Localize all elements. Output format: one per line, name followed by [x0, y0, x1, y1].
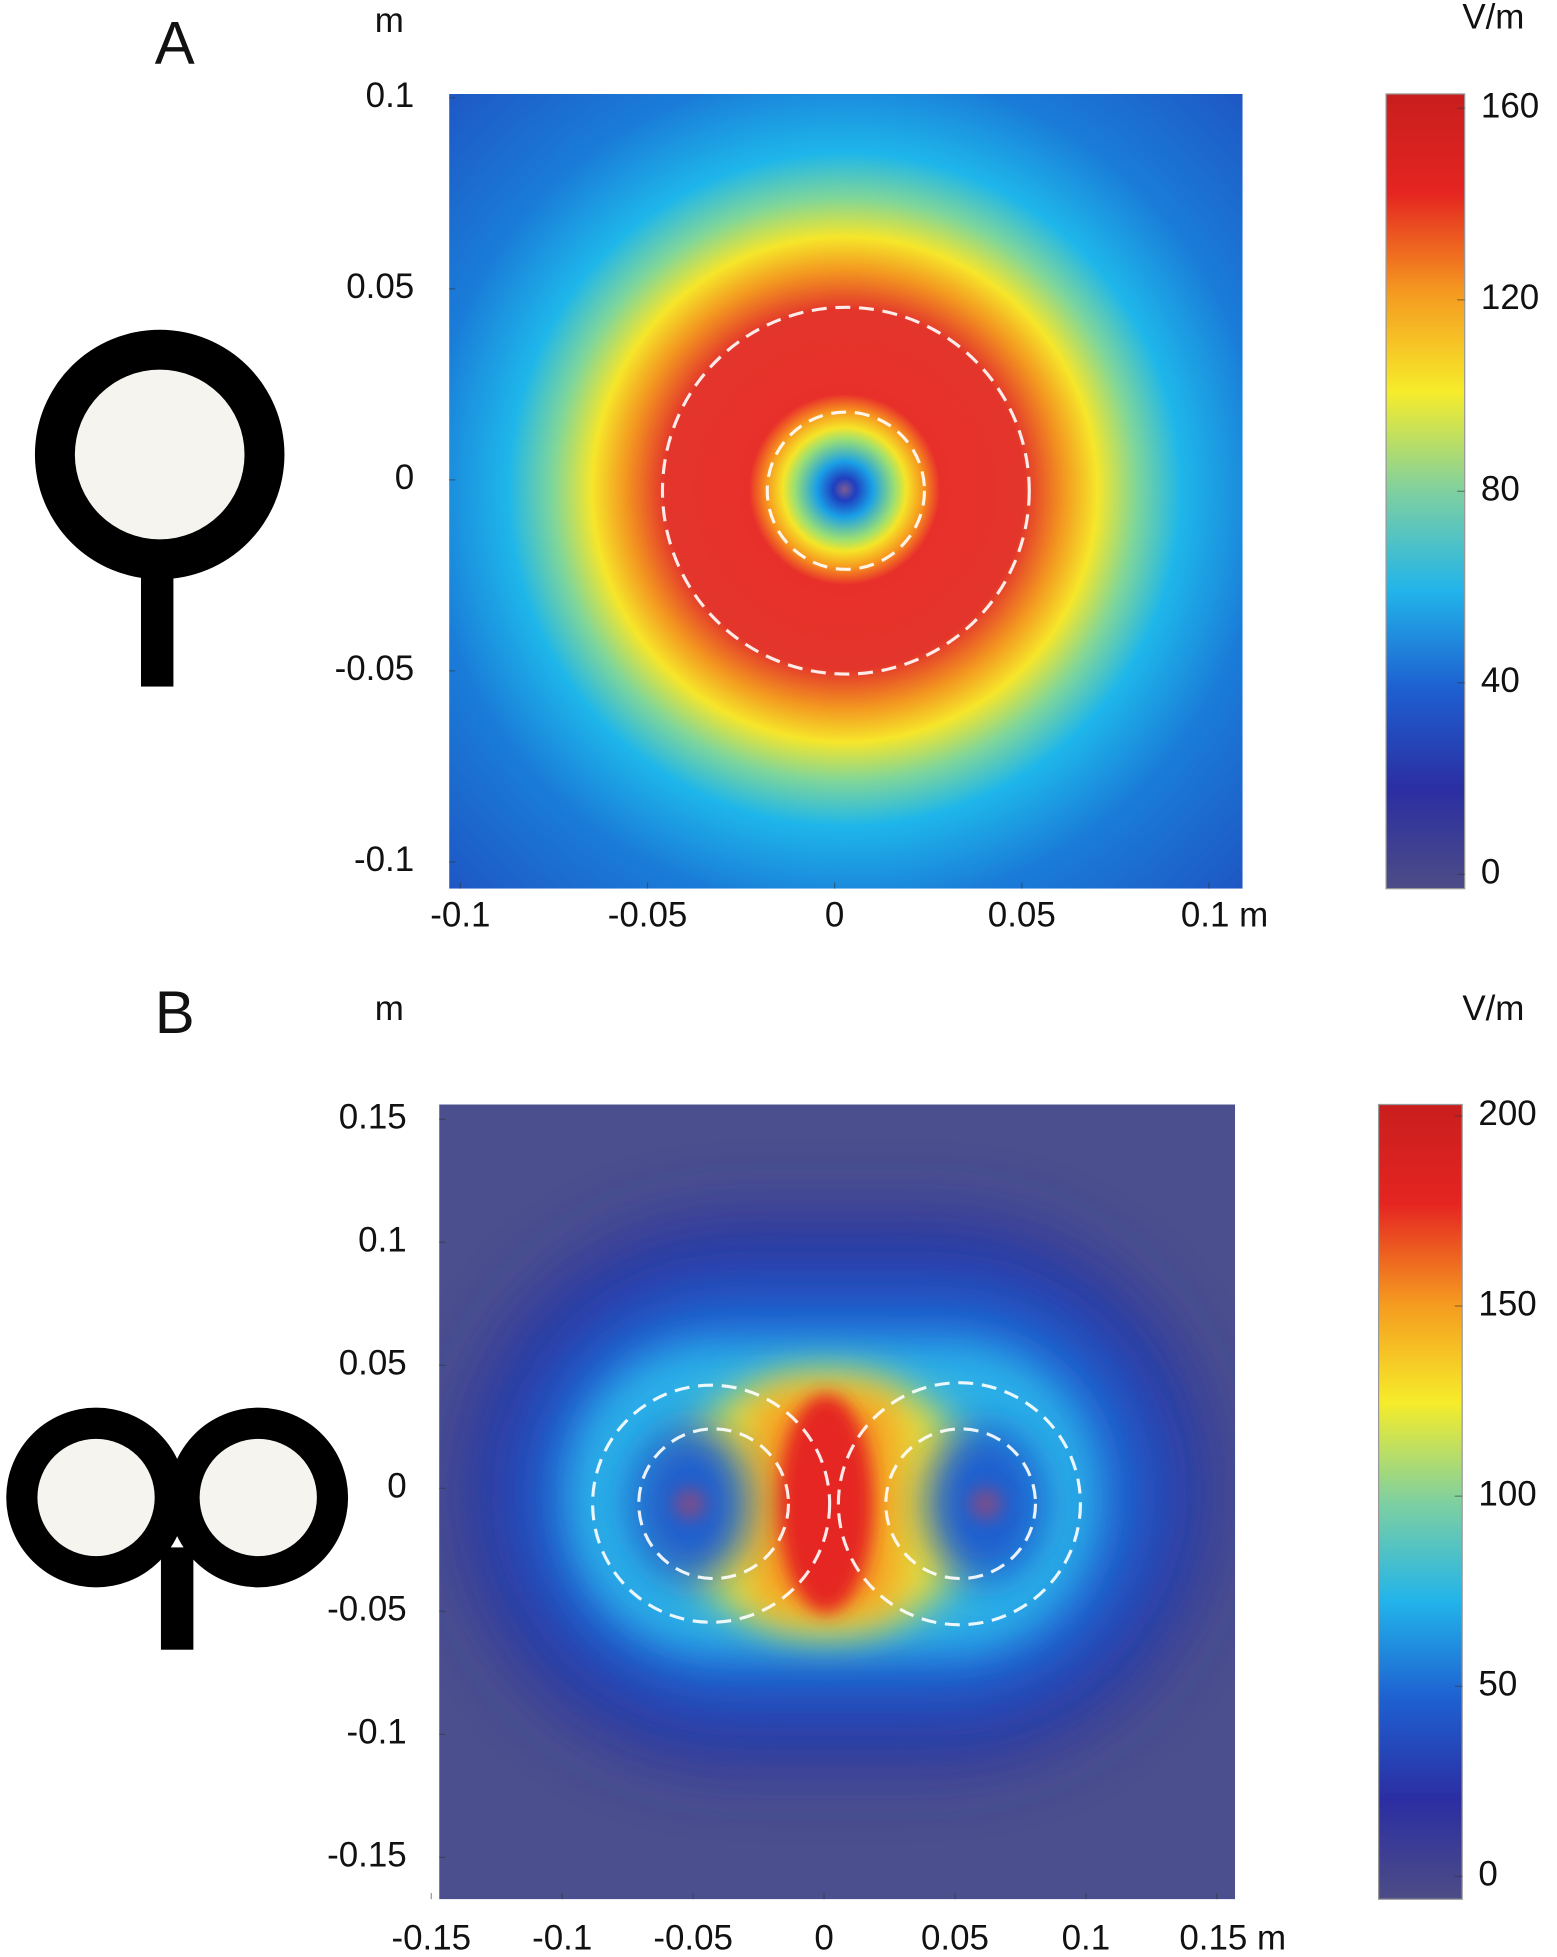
colorbar-tick-label: 120 — [1481, 278, 1539, 317]
panel-label: A — [155, 10, 195, 77]
y-tick-label: -0.1 — [354, 840, 414, 879]
coil-icon-round — [34, 329, 285, 687]
colorbar-unit: V/m — [1462, 0, 1524, 36]
y-axis-unit: m — [375, 1, 404, 40]
x-tick-label: -0.05 — [653, 1919, 733, 1957]
colorbar-tick-label: 150 — [1478, 1284, 1536, 1323]
y-tick-label: 0 — [395, 458, 414, 497]
colorbar-tick-label: 0 — [1481, 853, 1500, 892]
colorbar-tick-label: 50 — [1478, 1665, 1517, 1704]
y-tick-label: 0.1 — [366, 76, 415, 115]
x-tick-label: 0.1 — [1062, 1919, 1111, 1957]
x-tick-label: -0.1 — [430, 896, 490, 935]
colorbar-unit: V/m — [1462, 989, 1524, 1028]
y-axis-unit: m — [375, 989, 404, 1028]
coil-icon-figure8 — [6, 1407, 349, 1650]
x-tick-label: 0.05 — [988, 896, 1056, 935]
x-tick-label: 0.05 — [921, 1919, 989, 1957]
y-tick-label: -0.15 — [327, 1836, 407, 1875]
field-map — [449, 93, 1243, 889]
colorbar-tick-label: 100 — [1478, 1474, 1536, 1513]
x-tick-label: 0 — [825, 896, 844, 935]
y-tick-label: 0 — [387, 1467, 406, 1506]
x-tick-label: 0.15 m — [1179, 1919, 1286, 1957]
y-tick-label: -0.05 — [335, 649, 415, 688]
y-tick-label: 0.05 — [339, 1344, 407, 1383]
x-tick-label: 0 — [814, 1919, 833, 1957]
x-tick-label: -0.15 — [391, 1919, 471, 1957]
colorbar — [1385, 93, 1466, 890]
y-tick-label: -0.1 — [347, 1713, 407, 1752]
colorbar-tick-label: 0 — [1478, 1855, 1497, 1894]
colorbar — [1377, 1103, 1463, 1900]
x-tick-label: 0.1 m — [1181, 896, 1268, 935]
colorbar-tick-label: 80 — [1481, 470, 1520, 509]
y-tick-label: 0.05 — [346, 267, 414, 306]
y-tick-label: -0.05 — [327, 1590, 407, 1629]
colorbar-tick-label: 200 — [1478, 1094, 1536, 1133]
field-map — [439, 1104, 1236, 1900]
y-tick-label: 0.15 — [339, 1098, 407, 1137]
x-tick-label: -0.05 — [608, 896, 688, 935]
y-tick-label: 0.1 — [358, 1221, 407, 1260]
panel-label: B — [155, 979, 195, 1046]
colorbar-tick-label: 40 — [1481, 661, 1520, 700]
colorbar-tick-label: 160 — [1481, 87, 1539, 126]
x-tick-label: -0.1 — [532, 1919, 592, 1957]
